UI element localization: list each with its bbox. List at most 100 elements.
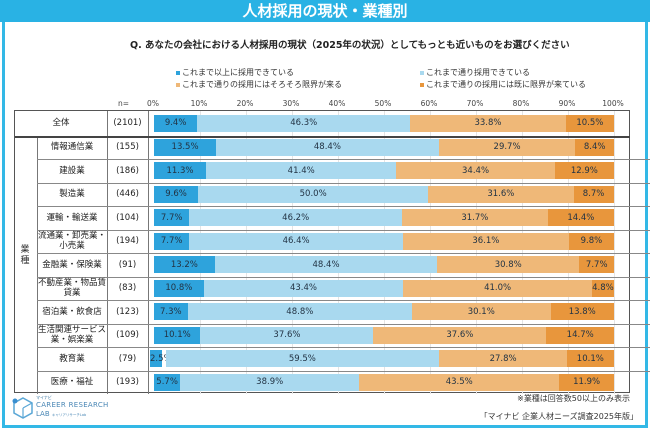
- row-n: (446): [116, 189, 139, 200]
- bar-segment: 38.9%: [180, 373, 360, 391]
- x-tick-label: 50%: [374, 99, 392, 108]
- bar-segment: 29.7%: [438, 138, 576, 156]
- group-label: 業種: [20, 245, 30, 266]
- bar-segment: 30.1%: [412, 303, 551, 321]
- bar-segment: 14.7%: [546, 326, 614, 344]
- logo: マイナビ CAREER RESEARCH LAB キャリアリサーチLab: [12, 395, 122, 425]
- row-divider: [37, 276, 650, 278]
- row-label: 全体: [52, 118, 70, 129]
- bar-segment: 27.8%: [439, 350, 568, 368]
- bar-segment: 12.9%: [554, 162, 614, 180]
- x-tick-label: 10%: [190, 99, 208, 108]
- gridline: [384, 111, 385, 394]
- legend-label: これまで通り採用できている: [426, 68, 530, 77]
- bar-segment: 10.1%: [154, 326, 201, 344]
- bar-segment: 31.6%: [428, 185, 574, 203]
- bar-segment: 9.6%: [154, 185, 199, 203]
- row-divider: [37, 182, 650, 184]
- row-n: (194): [116, 236, 139, 247]
- footnote: ※業種は回答数50以上のみ表示: [517, 394, 630, 403]
- bar-segment: 48.4%: [214, 256, 438, 274]
- row-n: (123): [116, 306, 139, 317]
- row-label: 生活関連サービス業・娯楽業: [37, 325, 106, 346]
- source: 「マイナビ 企業人材ニーズ調査2025年版」: [479, 412, 638, 421]
- row-n: (2101): [113, 118, 142, 129]
- bar-segment: 7.7%: [154, 232, 190, 250]
- bar-segment: 31.7%: [401, 209, 548, 227]
- bar-segment: 43.5%: [359, 373, 560, 391]
- bar-segment: 9.8%: [568, 232, 614, 250]
- row-label: 流通業・卸売業・小売業: [37, 231, 106, 252]
- bar-segment: 13.2%: [154, 256, 215, 274]
- bar-segment: 46.3%: [197, 114, 411, 132]
- row-divider: [37, 370, 650, 372]
- bar-segment: 41.4%: [205, 162, 397, 180]
- divider: [148, 111, 149, 394]
- row-label: 不動産業・物品賃貸業: [37, 278, 106, 299]
- legend-item-4: これまで通りの採用には既に限界が来ている: [420, 79, 586, 90]
- bar-segment: 9.4%: [154, 114, 198, 132]
- bar-segment: 50.0%: [198, 185, 429, 203]
- bar-segment: 8.4%: [575, 138, 614, 156]
- bar-segment: 10.8%: [154, 279, 204, 297]
- row-n: (109): [116, 330, 139, 341]
- bar-segment: 2.5%: [150, 350, 172, 368]
- gridline: [476, 111, 477, 394]
- legend-swatch: [176, 82, 180, 87]
- bar-segment: 34.4%: [396, 162, 555, 180]
- legend-item-2: これまで通り採用できている: [420, 67, 530, 78]
- n-header: n=: [118, 99, 130, 108]
- legend-item-1: これまで以上に採用できている: [176, 67, 294, 78]
- logo-lab-text: LAB: [36, 410, 50, 418]
- bar-segment: 30.8%: [437, 256, 580, 274]
- gridline: [614, 111, 615, 394]
- x-tick-label: 40%: [328, 99, 346, 108]
- gridline: [292, 111, 293, 394]
- gridline: [200, 111, 201, 394]
- row-label: 教育業: [59, 353, 85, 364]
- row-divider: [37, 300, 650, 301]
- bar-segment: 46.2%: [189, 209, 402, 227]
- bar-segment: 5.7%: [154, 373, 181, 391]
- bar-segment: 41.0%: [403, 279, 592, 297]
- row-label: 運輸・輸送業: [46, 212, 98, 223]
- bar-segment: 10.1%: [567, 350, 614, 368]
- bar-segment: 11.3%: [154, 162, 206, 180]
- divider: [37, 135, 38, 394]
- logo-lab: LAB キャリアリサーチLab: [36, 410, 86, 418]
- bar-segment: 48.8%: [187, 303, 413, 321]
- bar-segment: 46.4%: [189, 232, 403, 250]
- page-title: 人材採用の現状・業種別: [0, 0, 650, 22]
- row-n: (79): [118, 353, 137, 364]
- bar-segment: 48.4%: [216, 138, 439, 156]
- x-tick-label: 30%: [282, 99, 300, 108]
- chart-table: 全体 (2101) 9.4% 46.3% 33.8% 10.5% 情報通信業 (155) 13.…: [14, 110, 650, 394]
- row-n: (104): [116, 212, 139, 223]
- legend-label: これまで通りの採用にはそろそろ限界が来る: [182, 80, 342, 89]
- gridline: [338, 111, 339, 394]
- bar-segment: 8.7%: [573, 185, 614, 203]
- gridline: [246, 111, 247, 394]
- row-divider: [37, 347, 650, 348]
- gridline: [568, 111, 569, 394]
- legend-label: これまで通りの採用には既に限界が来ている: [426, 80, 586, 89]
- bar-segment: 7.7%: [579, 256, 615, 274]
- logo-sub-text: キャリアリサーチLab: [51, 413, 87, 417]
- logo-cube-icon: [12, 397, 33, 419]
- x-tick-label: 20%: [236, 99, 254, 108]
- gridline: [522, 111, 523, 394]
- divider: [107, 111, 108, 394]
- question-text: Q. あなたの会社における人材採用の現状（2025年の状況）としてもっとも近いも…: [130, 40, 570, 51]
- x-tick-label: 80%: [512, 99, 530, 108]
- legend-label: これまで以上に採用できている: [182, 68, 294, 77]
- bar-segment: 37.6%: [373, 326, 547, 344]
- x-tick-label: 90%: [558, 99, 576, 108]
- gridline: [430, 111, 431, 394]
- row-n: (91): [118, 259, 137, 270]
- bar-segment: 13.8%: [550, 303, 614, 321]
- row-n: (193): [116, 377, 139, 388]
- bar-segment: 33.8%: [410, 114, 566, 132]
- row-n: (83): [118, 283, 137, 294]
- legend-item-3: これまで通りの採用にはそろそろ限界が来る: [176, 79, 342, 90]
- legend-swatch: [176, 70, 180, 75]
